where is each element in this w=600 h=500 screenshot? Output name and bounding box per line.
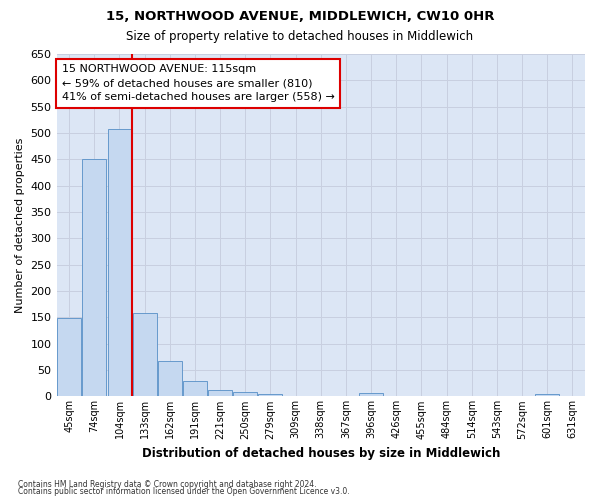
- Y-axis label: Number of detached properties: Number of detached properties: [15, 138, 25, 313]
- Bar: [359, 393, 383, 396]
- Text: 15, NORTHWOOD AVENUE, MIDDLEWICH, CW10 0HR: 15, NORTHWOOD AVENUE, MIDDLEWICH, CW10 0…: [106, 10, 494, 23]
- Bar: [535, 394, 559, 396]
- Text: 15 NORTHWOOD AVENUE: 115sqm
← 59% of detached houses are smaller (810)
41% of se: 15 NORTHWOOD AVENUE: 115sqm ← 59% of det…: [62, 64, 335, 102]
- Bar: [183, 380, 207, 396]
- Bar: [57, 318, 81, 396]
- Bar: [158, 360, 182, 396]
- Bar: [82, 160, 106, 396]
- Text: Size of property relative to detached houses in Middlewich: Size of property relative to detached ho…: [127, 30, 473, 43]
- Bar: [259, 394, 283, 396]
- Bar: [133, 313, 157, 396]
- Text: Contains public sector information licensed under the Open Government Licence v3: Contains public sector information licen…: [18, 487, 350, 496]
- Bar: [233, 392, 257, 396]
- X-axis label: Distribution of detached houses by size in Middlewich: Distribution of detached houses by size …: [142, 447, 500, 460]
- Text: Contains HM Land Registry data © Crown copyright and database right 2024.: Contains HM Land Registry data © Crown c…: [18, 480, 317, 489]
- Bar: [208, 390, 232, 396]
- Bar: [107, 130, 131, 396]
